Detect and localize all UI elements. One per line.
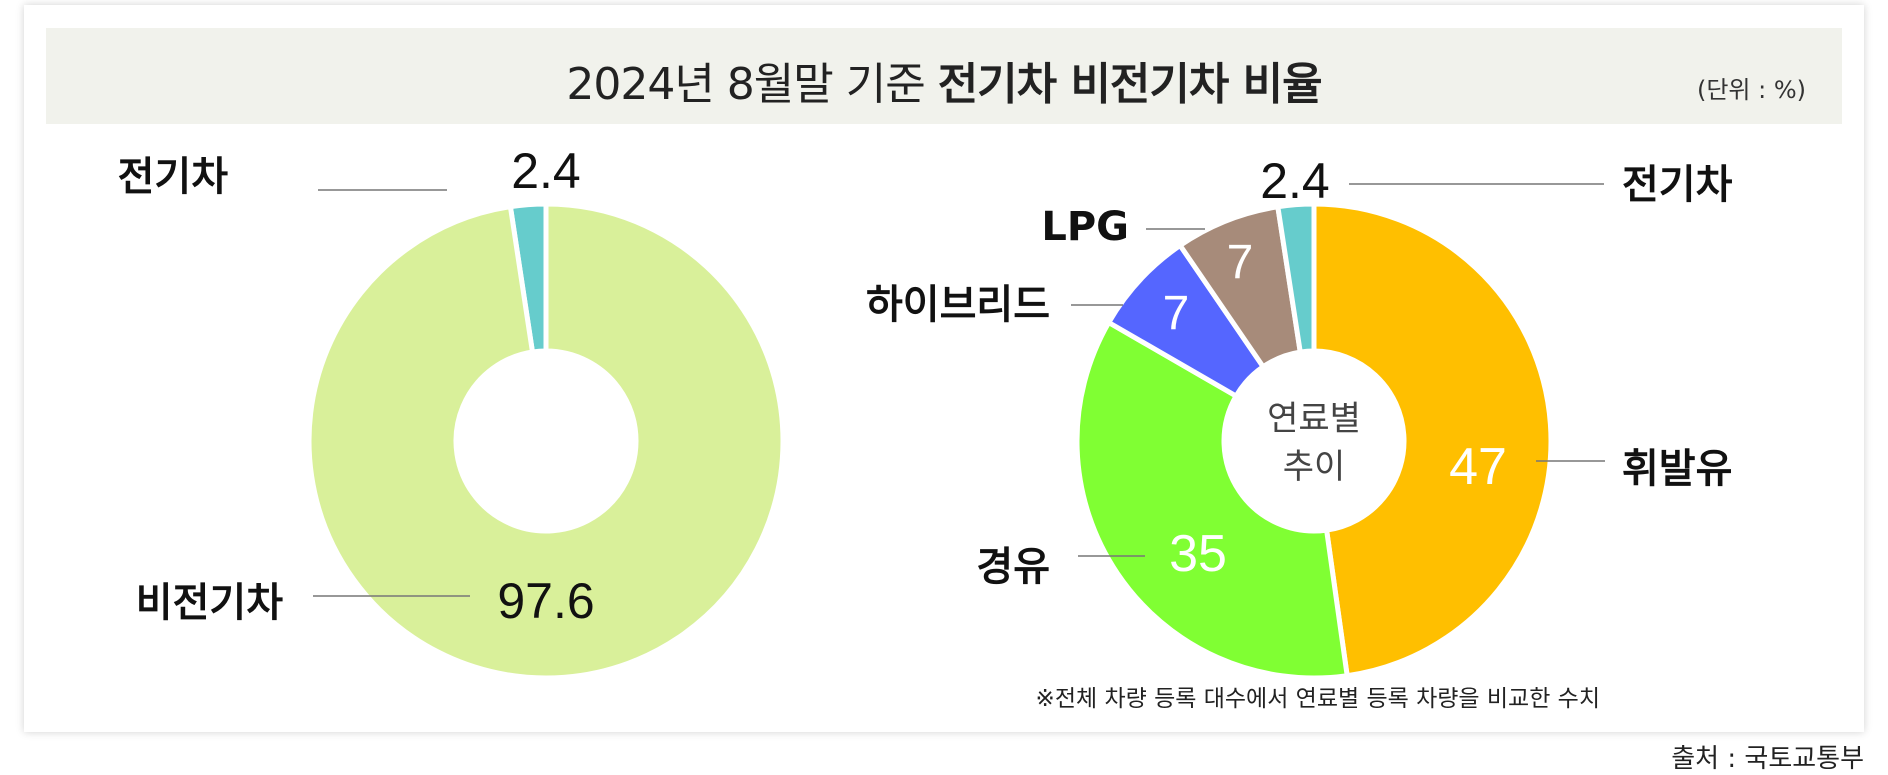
donut2-slice-4 <box>1274 201 1317 355</box>
category-label-2-0: 휘발유 <box>1622 446 1732 492</box>
unit-label: (단위 : %) <box>1696 76 1806 104</box>
value-label-2-3: 7 <box>1227 236 1254 289</box>
value-label-2-2: 7 <box>1163 287 1190 340</box>
value-label-2-4: 2.4 <box>1260 153 1330 209</box>
value-label-2-1: 35 <box>1169 525 1227 583</box>
category-label-1-0: 전기차 <box>118 154 229 200</box>
center-label-line-2: 추이 <box>1283 447 1346 487</box>
donut2-slice-1 <box>1074 319 1351 681</box>
center-label-line-1: 연료별 <box>1267 399 1361 439</box>
value-label-1-1: 97.6 <box>497 573 594 629</box>
value-label-1-0: 2.4 <box>511 143 581 199</box>
value-label-2-0: 47 <box>1449 438 1507 496</box>
donut-chart-1: 2.4 전기차 97.6 비전기차 <box>118 143 786 681</box>
footnote: ※전체 차량 등록 대수에서 연료별 등록 차량을 비교한 수치 <box>1036 686 1600 712</box>
source-label: 출처 : 국토교통부 <box>1671 744 1864 774</box>
title-lead: 2024년 8월말 기준 <box>566 59 925 110</box>
category-label-2-1: 경유 <box>976 544 1050 590</box>
category-label-2-3: LPG <box>1041 204 1129 250</box>
donut2-slice-0 <box>1311 201 1554 679</box>
title-bar: 2024년 8월말 기준 전기차 비전기차 비율 (단위 : %) <box>46 28 1842 124</box>
category-label-2-4: 전기차 <box>1622 162 1733 208</box>
category-label-1-1: 비전기차 <box>136 580 283 626</box>
category-label-2-2: 하이브리드 <box>866 282 1050 328</box>
chart-title: 2024년 8월말 기준 전기차 비전기차 비율 <box>46 48 1842 112</box>
donut1-slice-1 <box>306 201 786 681</box>
title-emphasis: 전기차 비전기차 비율 <box>937 59 1323 110</box>
